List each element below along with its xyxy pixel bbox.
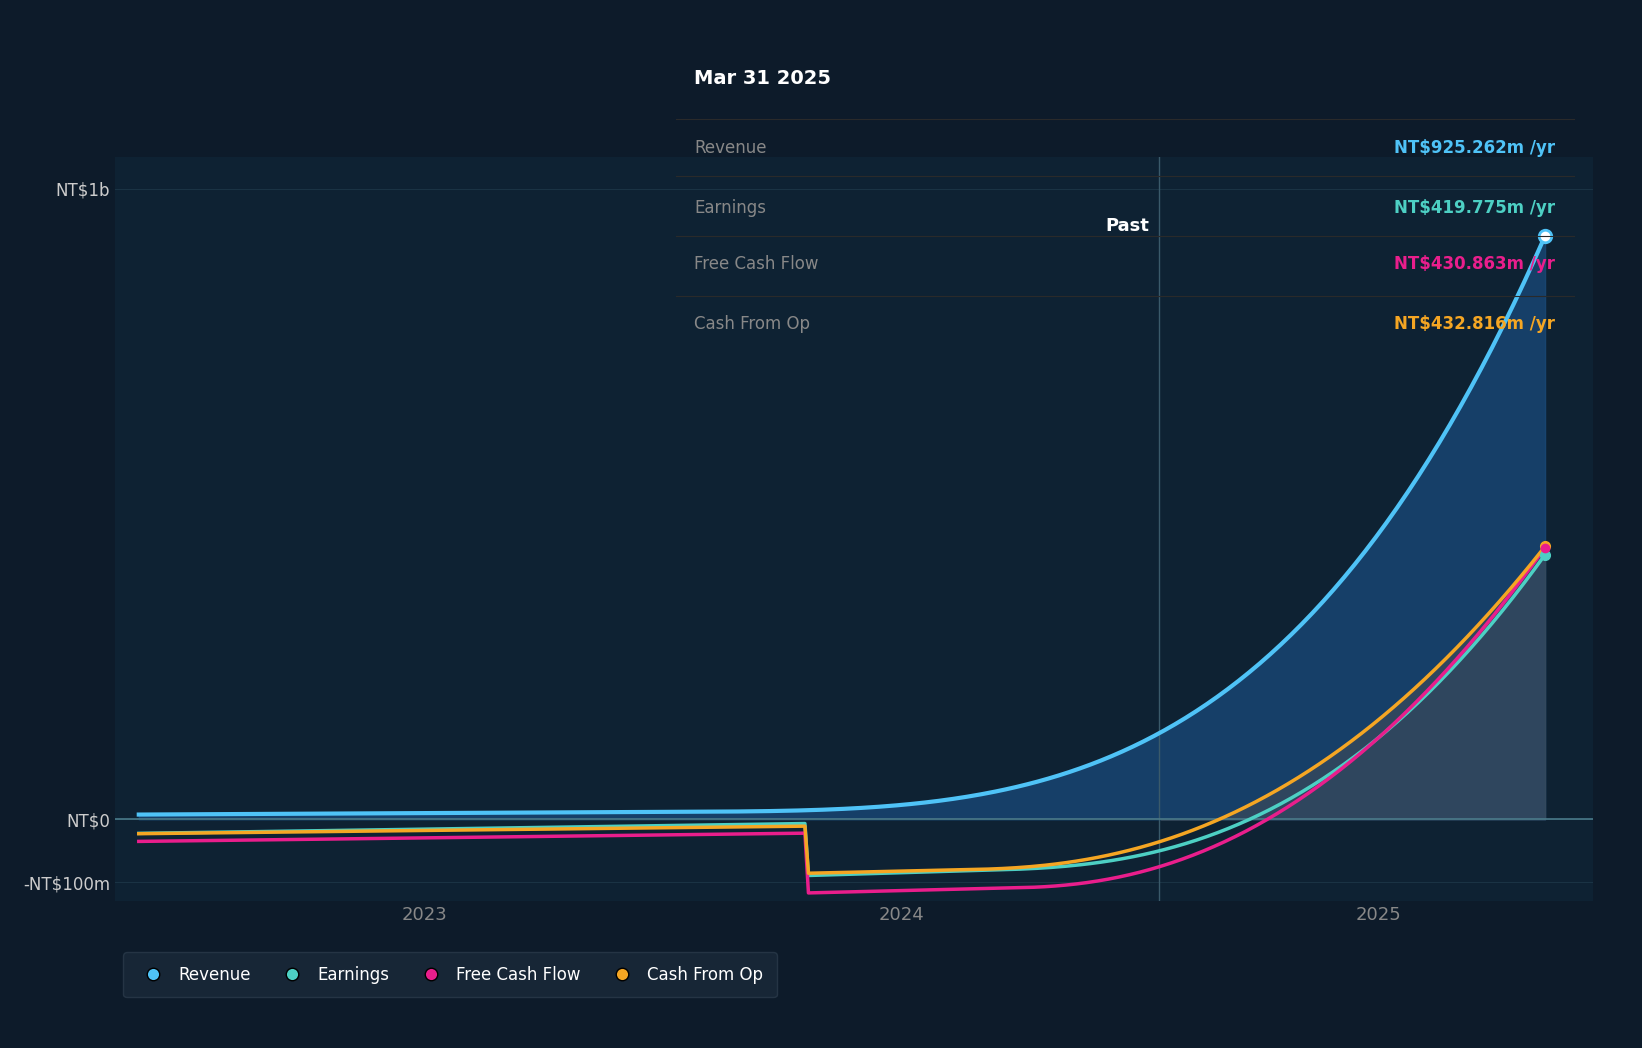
Text: Past: Past <box>1105 217 1149 235</box>
Text: Mar 31 2025: Mar 31 2025 <box>695 69 831 88</box>
Text: Free Cash Flow: Free Cash Flow <box>695 255 819 274</box>
Text: NT$419.775m /yr: NT$419.775m /yr <box>1394 198 1555 217</box>
Legend: Revenue, Earnings, Free Cash Flow, Cash From Op: Revenue, Earnings, Free Cash Flow, Cash … <box>123 953 777 997</box>
Text: NT$432.816m /yr: NT$432.816m /yr <box>1394 314 1555 333</box>
Text: Earnings: Earnings <box>695 198 767 217</box>
Text: NT$925.262m /yr: NT$925.262m /yr <box>1394 138 1555 157</box>
Text: Revenue: Revenue <box>695 138 767 157</box>
Text: NT$430.863m /yr: NT$430.863m /yr <box>1394 255 1555 274</box>
Text: Cash From Op: Cash From Op <box>695 314 810 333</box>
